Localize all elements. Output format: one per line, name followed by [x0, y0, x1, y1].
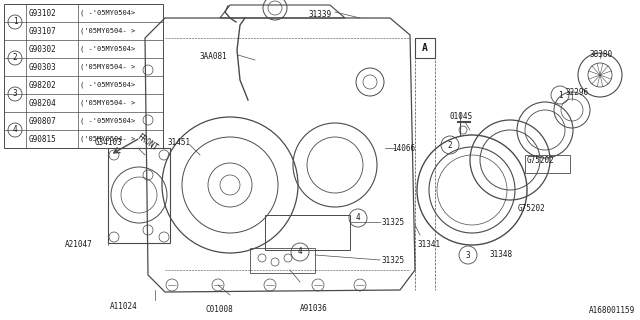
Text: 4: 4 — [356, 213, 360, 222]
Text: 3AA081: 3AA081 — [200, 52, 228, 61]
Text: A21047: A21047 — [65, 240, 93, 249]
Text: 31325: 31325 — [382, 218, 405, 227]
Text: 1: 1 — [557, 91, 563, 100]
Text: ('05MY0504- >: ('05MY0504- > — [80, 136, 135, 142]
Text: 2: 2 — [448, 140, 452, 149]
Text: ( -'05MY0504>: ( -'05MY0504> — [80, 46, 135, 52]
Text: G75202: G75202 — [527, 156, 555, 165]
Text: 14066: 14066 — [392, 144, 415, 153]
Bar — [250, 248, 315, 273]
Text: 3: 3 — [466, 251, 470, 260]
Text: 32296: 32296 — [565, 88, 588, 97]
Text: A168001159: A168001159 — [589, 306, 635, 315]
Text: A91036: A91036 — [300, 304, 328, 313]
Text: ('05MY0504- >: ('05MY0504- > — [80, 64, 135, 70]
Text: A: A — [422, 43, 428, 53]
Bar — [415, 38, 435, 58]
Text: 31341: 31341 — [418, 240, 441, 249]
Bar — [108, 148, 170, 243]
Text: G93107: G93107 — [29, 27, 57, 36]
Text: FRONT: FRONT — [135, 132, 159, 153]
Text: G93102: G93102 — [29, 9, 57, 18]
Text: ( -'05MY0504>: ( -'05MY0504> — [80, 118, 135, 124]
Bar — [525, 155, 570, 173]
Text: ('05MY0504- >: ('05MY0504- > — [80, 100, 135, 106]
Text: 4: 4 — [13, 125, 17, 134]
Text: G90815: G90815 — [29, 134, 57, 143]
Text: G98202: G98202 — [29, 81, 57, 90]
Text: G90303: G90303 — [29, 62, 57, 71]
Bar — [265, 215, 350, 250]
Text: 3: 3 — [13, 90, 17, 99]
Text: 31348: 31348 — [490, 250, 513, 259]
Text: 4: 4 — [298, 247, 302, 257]
Text: G90302: G90302 — [29, 44, 57, 53]
Bar — [4, 4, 163, 148]
Text: G34103: G34103 — [95, 138, 123, 147]
Text: G90807: G90807 — [29, 116, 57, 125]
Text: G98204: G98204 — [29, 99, 57, 108]
Text: A11024: A11024 — [110, 302, 138, 311]
Text: 31339: 31339 — [308, 10, 332, 19]
Text: ( -'05MY0504>: ( -'05MY0504> — [80, 10, 135, 16]
Text: 2: 2 — [13, 53, 17, 62]
Text: G75202: G75202 — [518, 204, 546, 213]
Text: 1: 1 — [13, 18, 17, 27]
Text: ( -'05MY0504>: ( -'05MY0504> — [80, 82, 135, 88]
Text: C01008: C01008 — [205, 305, 233, 314]
Text: 31325: 31325 — [382, 256, 405, 265]
Text: ('05MY0504- >: ('05MY0504- > — [80, 28, 135, 34]
Text: 31451: 31451 — [168, 138, 191, 147]
Text: 38380: 38380 — [590, 50, 613, 59]
Text: 0104S: 0104S — [450, 112, 473, 121]
